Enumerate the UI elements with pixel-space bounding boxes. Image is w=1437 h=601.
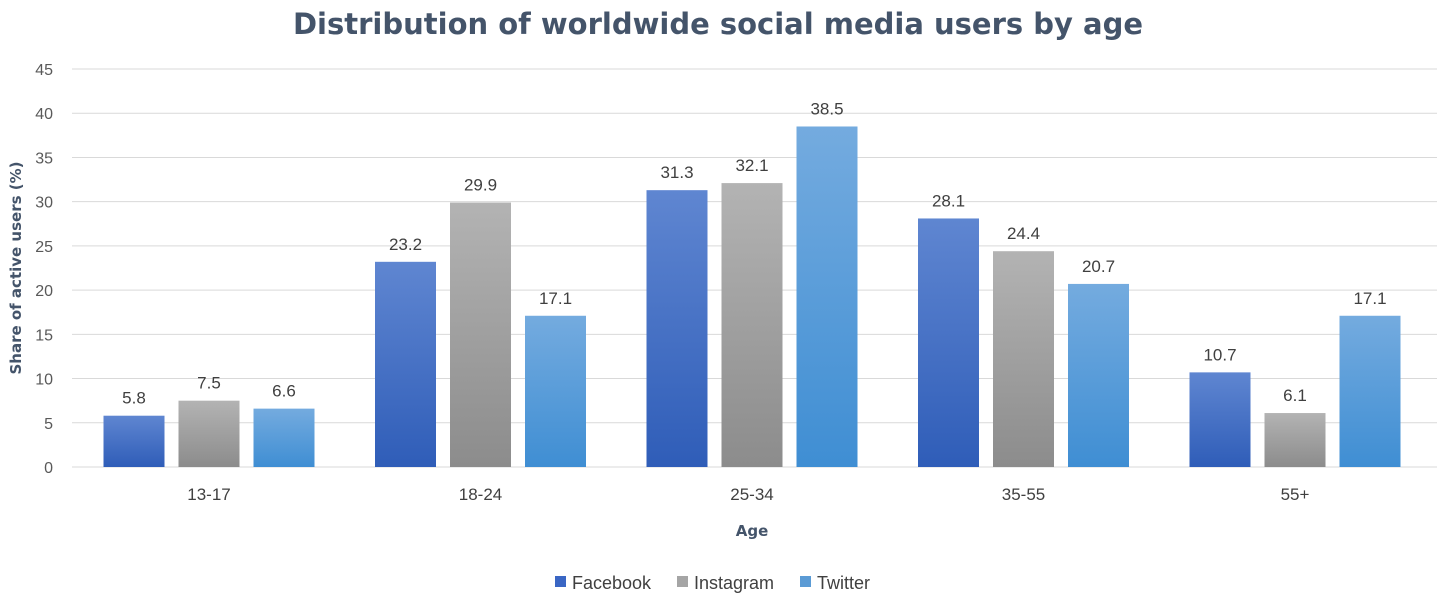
data-label: 5.8 bbox=[122, 389, 146, 408]
y-tick-label: 25 bbox=[35, 239, 53, 256]
y-tick-label: 10 bbox=[35, 372, 53, 389]
legend-label: Instagram bbox=[694, 573, 774, 593]
data-label: 31.3 bbox=[660, 163, 693, 182]
y-tick-label: 20 bbox=[35, 283, 53, 300]
legend-label: Twitter bbox=[817, 573, 870, 593]
bar-instagram-25-34 bbox=[721, 183, 783, 468]
bar-twitter-55+ bbox=[1339, 315, 1401, 467]
x-tick-label: 35-55 bbox=[1002, 485, 1045, 504]
bar-facebook-13-17 bbox=[103, 415, 165, 467]
x-axis-categories: 13-17 18-24 25-34 35-55 55+ bbox=[187, 485, 1309, 504]
x-tick-label: 55+ bbox=[1281, 485, 1310, 504]
y-tick-label: 15 bbox=[35, 327, 53, 344]
data-label: 17.1 bbox=[539, 289, 572, 308]
bar-instagram-18-24 bbox=[450, 202, 511, 467]
bar-instagram-35-55 bbox=[993, 251, 1054, 467]
data-label: 23.2 bbox=[389, 235, 422, 254]
data-label: 38.5 bbox=[810, 99, 843, 118]
y-tick-label: 35 bbox=[35, 150, 53, 167]
legend-swatch-instagram bbox=[677, 576, 688, 587]
y-tick-label: 45 bbox=[35, 62, 53, 79]
chart-title: Distribution of worldwide social media u… bbox=[293, 7, 1143, 41]
bar-twitter-13-17 bbox=[253, 408, 315, 467]
bar-facebook-18-24 bbox=[375, 261, 436, 467]
legend-swatch-facebook bbox=[555, 576, 566, 587]
bar-facebook-25-34 bbox=[646, 190, 708, 467]
data-label: 6.1 bbox=[1283, 386, 1307, 405]
data-labels: 5.8 7.5 6.6 23.2 29.9 17.1 31.3 32.1 38.5 28.1 24.… bbox=[122, 99, 1386, 407]
bar-twitter-35-55 bbox=[1068, 283, 1129, 467]
x-tick-label: 18-24 bbox=[459, 485, 502, 504]
data-label: 7.5 bbox=[197, 374, 221, 393]
x-axis-title: Age bbox=[736, 522, 769, 540]
bar-facebook-55+ bbox=[1189, 372, 1251, 467]
data-label: 17.1 bbox=[1353, 289, 1386, 308]
y-tick-label: 40 bbox=[35, 106, 53, 123]
y-axis-title: Share of active users (%) bbox=[7, 161, 25, 374]
data-label: 20.7 bbox=[1082, 257, 1115, 276]
y-tick-label: 30 bbox=[35, 195, 53, 212]
data-label: 10.7 bbox=[1203, 345, 1236, 364]
y-tick-label: 0 bbox=[44, 460, 53, 477]
x-tick-label: 13-17 bbox=[187, 485, 230, 504]
bar-twitter-25-34 bbox=[796, 126, 858, 467]
x-tick-label: 25-34 bbox=[730, 485, 773, 504]
legend-label: Facebook bbox=[572, 573, 652, 593]
y-axis-ticks: 0 5 10 15 20 25 30 35 40 45 bbox=[35, 62, 53, 477]
data-label: 24.4 bbox=[1007, 224, 1040, 243]
data-label: 28.1 bbox=[932, 191, 965, 210]
bar-twitter-18-24 bbox=[525, 315, 586, 467]
legend: Facebook Instagram Twitter bbox=[555, 573, 870, 593]
data-label: 32.1 bbox=[735, 156, 768, 175]
data-label: 6.6 bbox=[272, 382, 296, 401]
bar-facebook-35-55 bbox=[918, 218, 979, 467]
bar-instagram-55+ bbox=[1264, 413, 1326, 467]
bars bbox=[103, 126, 1401, 468]
legend-swatch-twitter bbox=[800, 576, 811, 587]
data-label: 29.9 bbox=[464, 176, 497, 195]
bar-instagram-13-17 bbox=[178, 400, 240, 467]
y-tick-label: 5 bbox=[44, 416, 53, 433]
